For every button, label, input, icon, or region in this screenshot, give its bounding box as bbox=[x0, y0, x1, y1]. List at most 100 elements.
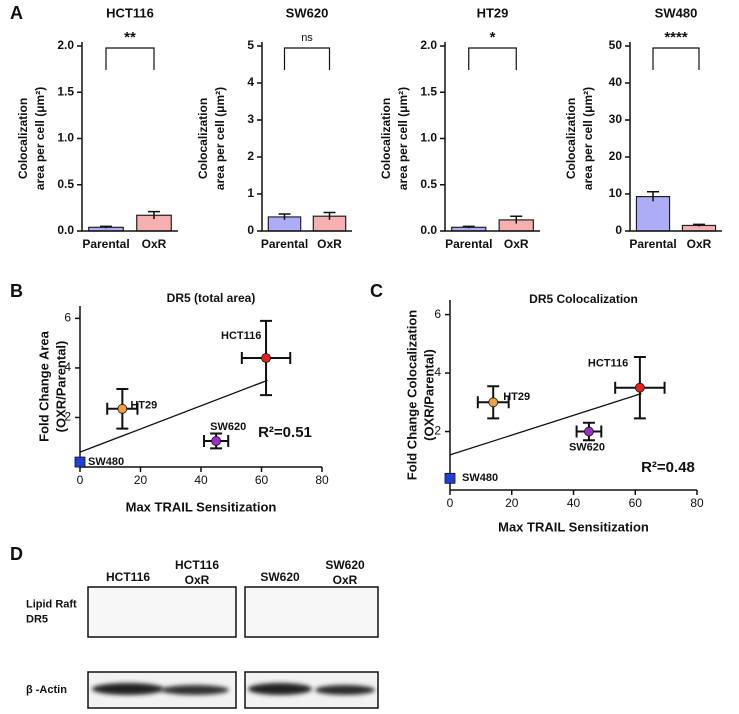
chart-title: SW620 bbox=[286, 5, 329, 20]
chart-title: DR5 (total area) bbox=[167, 291, 256, 305]
lane-label: HCT116 bbox=[106, 570, 150, 584]
point bbox=[74, 456, 86, 468]
significance-bracket bbox=[652, 47, 700, 70]
lane-label: SW620 bbox=[325, 558, 365, 572]
x-tick-label: 80 bbox=[690, 496, 704, 510]
point bbox=[634, 382, 645, 393]
band bbox=[248, 683, 312, 695]
row-label: β -Actin bbox=[26, 684, 67, 696]
x-tick-label: Parental bbox=[261, 237, 308, 251]
y-tick-label: 3 bbox=[247, 112, 254, 126]
chart-title: HCT116 bbox=[106, 5, 154, 20]
blot-box bbox=[87, 586, 237, 638]
x-tick-label: Parental bbox=[629, 237, 676, 251]
fit-line bbox=[449, 392, 642, 456]
y-tick-label: 30 bbox=[609, 112, 623, 126]
band bbox=[315, 685, 375, 695]
chart-title: DR5 Colocalization bbox=[529, 292, 638, 306]
fit-line bbox=[79, 379, 268, 453]
x-tick-label: Parental bbox=[445, 237, 492, 251]
y-tick-label: 2 bbox=[434, 424, 441, 438]
point bbox=[261, 353, 271, 363]
point bbox=[584, 426, 594, 437]
significance-bracket bbox=[468, 47, 517, 70]
annotation: R²=0.51 bbox=[258, 424, 312, 441]
point-label: HCT116 bbox=[588, 358, 628, 370]
y-tick-label: 2.0 bbox=[420, 38, 437, 52]
point-label: HCT116 bbox=[221, 330, 261, 342]
y-tick-label: 2 bbox=[64, 410, 71, 424]
y-tick-label: 40 bbox=[609, 75, 623, 89]
y-tick-label: 0 bbox=[247, 223, 254, 237]
significance-bracket bbox=[283, 47, 331, 70]
point bbox=[444, 472, 456, 484]
error-bar bbox=[462, 225, 475, 229]
y-axis-label: Fold Change Colocalization bbox=[404, 310, 419, 481]
x-tick-label: 60 bbox=[255, 473, 269, 487]
panel-letter: D bbox=[10, 544, 23, 564]
axes bbox=[261, 42, 352, 232]
significance-bracket bbox=[105, 47, 155, 70]
y-axis-label: (OXR/Parental) bbox=[421, 349, 436, 441]
y-axis-label: Colocalization bbox=[16, 98, 30, 179]
lane-label: HCT116 bbox=[175, 558, 219, 572]
y-axis-label: Colocalization bbox=[379, 98, 393, 179]
axes bbox=[449, 300, 697, 491]
axes bbox=[444, 42, 540, 232]
chart-title: HT29 bbox=[477, 5, 509, 20]
x-tick-label: 0 bbox=[447, 496, 454, 510]
error-bar bbox=[647, 191, 659, 202]
x-tick-label: 20 bbox=[505, 496, 519, 510]
y-tick-label: 20 bbox=[609, 149, 623, 163]
x-tick-label: 80 bbox=[315, 473, 329, 487]
significance-label: * bbox=[490, 29, 496, 46]
y-tick-label: 5 bbox=[247, 38, 254, 52]
y-tick-label: 0.5 bbox=[57, 177, 74, 191]
y-tick-label: 6 bbox=[434, 307, 441, 321]
blot-box bbox=[244, 586, 379, 638]
band bbox=[92, 683, 164, 695]
y-tick-label: 1.5 bbox=[57, 84, 74, 98]
point bbox=[211, 436, 222, 446]
y-tick-label: 0 bbox=[615, 223, 622, 237]
lane-label: SW620 bbox=[260, 570, 300, 584]
panel-letter: A bbox=[10, 3, 23, 23]
y-axis-label: Colocalization bbox=[564, 98, 578, 179]
y-axis-label: area per cell (μm²) bbox=[396, 87, 410, 190]
error-bar bbox=[323, 211, 336, 220]
y-tick-label: 50 bbox=[609, 38, 623, 52]
point-label: SW620 bbox=[569, 441, 605, 453]
y-tick-label: 0.0 bbox=[420, 223, 437, 237]
y-tick-label: 4 bbox=[434, 365, 441, 379]
axes bbox=[629, 42, 722, 232]
significance-label: ns bbox=[301, 32, 313, 44]
y-axis-label: Colocalization bbox=[196, 98, 210, 179]
point-label: SW480 bbox=[462, 472, 498, 484]
point-label: SW620 bbox=[210, 421, 246, 433]
x-tick-label: 0 bbox=[77, 473, 84, 487]
y-tick-label: 0.5 bbox=[420, 177, 437, 191]
point bbox=[488, 397, 499, 408]
y-tick-label: 4 bbox=[247, 75, 254, 89]
y-axis-label: Fold Change Area bbox=[36, 330, 51, 442]
y-tick-label: 1 bbox=[247, 186, 254, 200]
x-tick-label: 20 bbox=[134, 473, 148, 487]
x-tick-label: Parental bbox=[82, 237, 129, 251]
x-tick-label: OxR bbox=[142, 237, 167, 251]
error-bar bbox=[100, 225, 112, 229]
y-axis-label: (OXR/Parental) bbox=[53, 341, 68, 433]
bar bbox=[635, 195, 671, 232]
x-axis-label: Max TRAIL Sensitization bbox=[498, 519, 649, 534]
x-tick-label: OxR bbox=[317, 237, 342, 251]
y-tick-label: 1.0 bbox=[420, 131, 437, 145]
x-tick-label: OxR bbox=[687, 237, 712, 251]
point-label: HT29 bbox=[503, 391, 530, 403]
point-label: HT29 bbox=[130, 400, 157, 412]
significance-label: ** bbox=[124, 29, 136, 46]
y-axis-label: area per cell (μm²) bbox=[213, 87, 227, 190]
x-tick-label: OxR bbox=[504, 237, 529, 251]
significance-label: **** bbox=[664, 29, 688, 46]
axes bbox=[81, 42, 178, 232]
panel-letter: C bbox=[370, 281, 383, 301]
